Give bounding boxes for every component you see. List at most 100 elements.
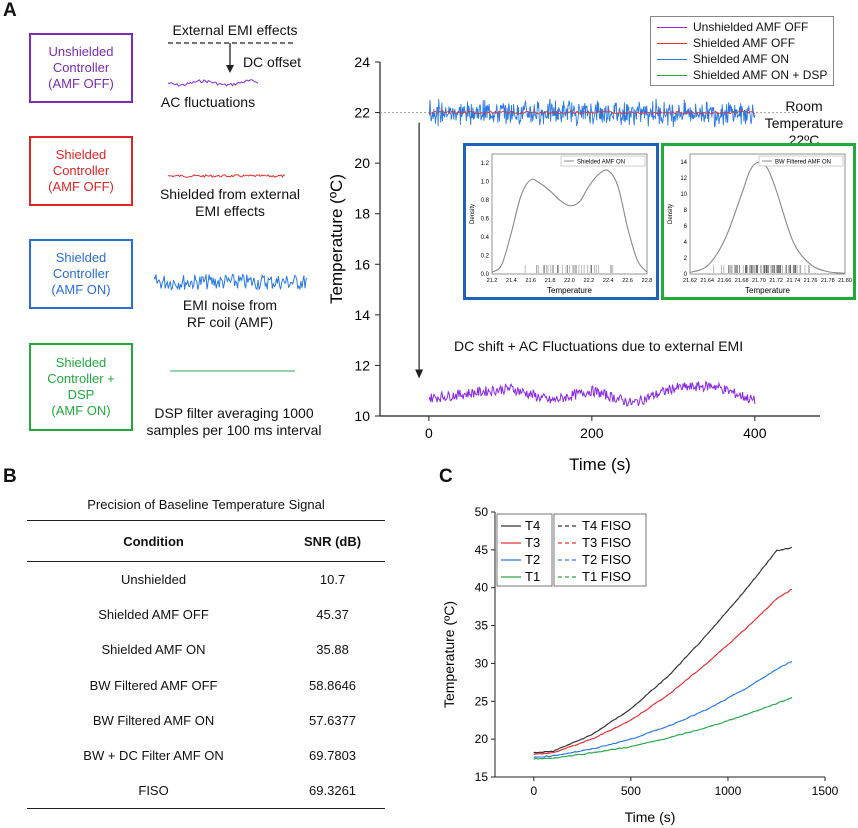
caption-shielded-off: Shielded from external EMI effects: [159, 186, 301, 219]
inset-shielded-on-chart: 0.0 0.2 0.4 0.6 0.8 1.0 1.2 21.2 21.4 21.6 21.8 22.…: [470, 153, 652, 295]
x-tick-label: 0: [425, 425, 433, 441]
inset-plot-frame: [689, 153, 846, 275]
caption-dsp: DSP filter averaging 1000 samples per 10…: [146, 405, 322, 438]
emi-diagram: [167, 42, 296, 87]
inset-y-tick-label: 0.4: [481, 235, 490, 241]
legend-swatch: [657, 74, 687, 76]
inset-x-tick-label: 21.62: [683, 278, 697, 284]
inset-x-tick-label: 21.2: [487, 278, 498, 284]
panel-c-letter: C: [439, 466, 453, 487]
inset-y-tick-label: 0.8: [481, 198, 490, 204]
table-row: BW Filtered AMF OFF 58.8646: [27, 668, 385, 703]
column-header-snr: SNR (dB): [304, 533, 362, 549]
table-cell: 45.37: [316, 607, 349, 623]
inset-y-tick-label: 1.2: [481, 161, 490, 167]
table-cell: Unshielded: [121, 572, 187, 588]
inset-x-tick-label: 21.80: [838, 278, 852, 284]
table-cell: BW Filtered AMF ON: [92, 712, 215, 728]
inset-x-tick-label: 22.4: [603, 278, 614, 284]
series-line-shielded-on: [428, 98, 756, 128]
table-row: FISO 69.3261: [27, 773, 385, 809]
caption-shielded-on: EMI noise from RF coil (AMF): [182, 297, 278, 330]
x-tick-label: 1000: [715, 784, 742, 798]
inset-legend-label: Shielded AMF ON: [577, 160, 625, 166]
legend-item-shielded-on: Shielded AMF ON: [651, 51, 833, 67]
inset-y-tick-label: 0: [684, 272, 688, 278]
density-curve: [689, 161, 846, 274]
table-cell: 35.88: [316, 642, 349, 658]
table-cell: 57.6377: [309, 712, 357, 728]
legend-swatch: [657, 58, 687, 60]
inset-x-tick-label: 21.64: [700, 278, 714, 284]
legend-label: T1: [525, 569, 540, 584]
table-cell: FISO: [138, 783, 169, 799]
legend-item-shielded-off: Shielded AMF OFF: [651, 35, 833, 51]
condition-box-shielded-off: Shielded Controller (AMF OFF): [29, 136, 133, 206]
inset-x-tick-label: 21.8: [545, 278, 556, 284]
y-tick-label: 12: [354, 357, 370, 373]
inset-y-tick-label: 0.0: [481, 272, 490, 278]
inset-y-tick-label: 0.6: [481, 217, 490, 223]
table-cell: 10.7: [319, 572, 346, 588]
table-row: Shielded AMF ON 35.88: [27, 632, 385, 667]
inset-legend-box: [560, 155, 646, 167]
series-line-t3: [533, 588, 793, 755]
y-tick-label: 18: [354, 206, 370, 222]
legend-label: T2: [525, 552, 540, 567]
inset-x-tick-label: 21.68: [735, 278, 749, 284]
inset-legend-box: [758, 155, 844, 167]
series-line-unshielded: [428, 380, 756, 407]
legend-item-unshielded: Unshielded AMF OFF: [651, 19, 833, 35]
y-axis-label: Temperature (ºC): [441, 601, 457, 708]
inset-x-tick-label: 21.76: [804, 278, 818, 284]
y-tick-label: 20: [354, 155, 370, 171]
y-tick-label: 24: [354, 54, 370, 70]
legend-item-dsp: Shielded AMF ON + DSP: [651, 67, 833, 83]
inset-x-tick-label: 22.2: [584, 278, 595, 284]
x-tick-label: 200: [580, 425, 604, 441]
inset-y-axis-label: Density: [470, 204, 476, 224]
column-header-condition: Condition: [123, 533, 184, 549]
table-cell: BW Filtered AMF OFF: [89, 677, 218, 693]
dc-offset-arrowhead: [226, 65, 234, 73]
y-tick-label: 40: [475, 581, 489, 595]
mini-signal-shielded-on: [154, 273, 308, 291]
mini-signal-shielded-on-svg: [154, 273, 308, 291]
y-tick-label: 10: [354, 408, 370, 424]
inset-x-tick-label: 21.66: [718, 278, 732, 284]
y-tick-label: 25: [475, 694, 489, 708]
inset-x-tick-label: 21.74: [786, 278, 800, 284]
inset-y-tick-label: 6: [684, 224, 688, 230]
y-tick-label: 16: [354, 256, 370, 272]
x-tick-label: 1500: [812, 784, 839, 798]
inset-y-tick-label: 12: [680, 176, 687, 182]
inset-legend-label: BW Filtered AMF ON: [775, 160, 831, 166]
legend-label: T4 FISO: [582, 518, 631, 533]
y-tick-label: 35: [475, 619, 489, 633]
room-temperature-label: Room Temperature 22ºC: [764, 98, 844, 148]
series-line-t4-fiso: [533, 546, 793, 754]
dc-shift-arrowhead: [415, 369, 424, 379]
y-tick-label: 22: [354, 105, 370, 121]
table-header-row: Condition SNR (dB): [27, 520, 385, 562]
legend-swatch: [657, 42, 687, 44]
table-row: Unshielded 10.7: [27, 562, 385, 598]
legend-label: Unshielded AMF OFF: [693, 20, 809, 34]
inset-x-axis-label: Temperature: [547, 286, 592, 295]
inset-plot-frame: [491, 153, 648, 275]
series-line-shielded-off: [428, 110, 756, 115]
inset-x-tick-label: 22.0: [564, 278, 575, 284]
mini-signal-shielded-off: [168, 174, 286, 179]
panel-a-letter: A: [3, 0, 17, 21]
inset-y-tick-label: 4: [684, 240, 688, 246]
inset-y-tick-label: 2: [684, 256, 688, 262]
table-cell: Shielded AMF ON: [101, 642, 206, 658]
inset-x-tick-label: 21.72: [769, 278, 783, 284]
table-row: BW Filtered AMF ON 57.6377: [27, 703, 385, 738]
inset-x-tick-label: 21.70: [752, 278, 766, 284]
legend-label: Shielded AMF ON: [693, 52, 790, 66]
inset-y-tick-label: 1.0: [481, 180, 490, 186]
inset-bw-filtered: 0 2 4 6 8 10 12 14 21.62 21.64 21.66 21.68 21.70 21.7…: [661, 143, 856, 300]
